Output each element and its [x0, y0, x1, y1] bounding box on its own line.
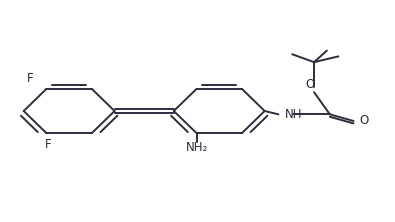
Text: O: O [305, 78, 315, 91]
Text: F: F [45, 138, 52, 151]
Text: O: O [359, 115, 369, 127]
Text: NH: NH [284, 108, 302, 121]
Text: F: F [27, 72, 34, 85]
Text: NH₂: NH₂ [185, 141, 208, 154]
